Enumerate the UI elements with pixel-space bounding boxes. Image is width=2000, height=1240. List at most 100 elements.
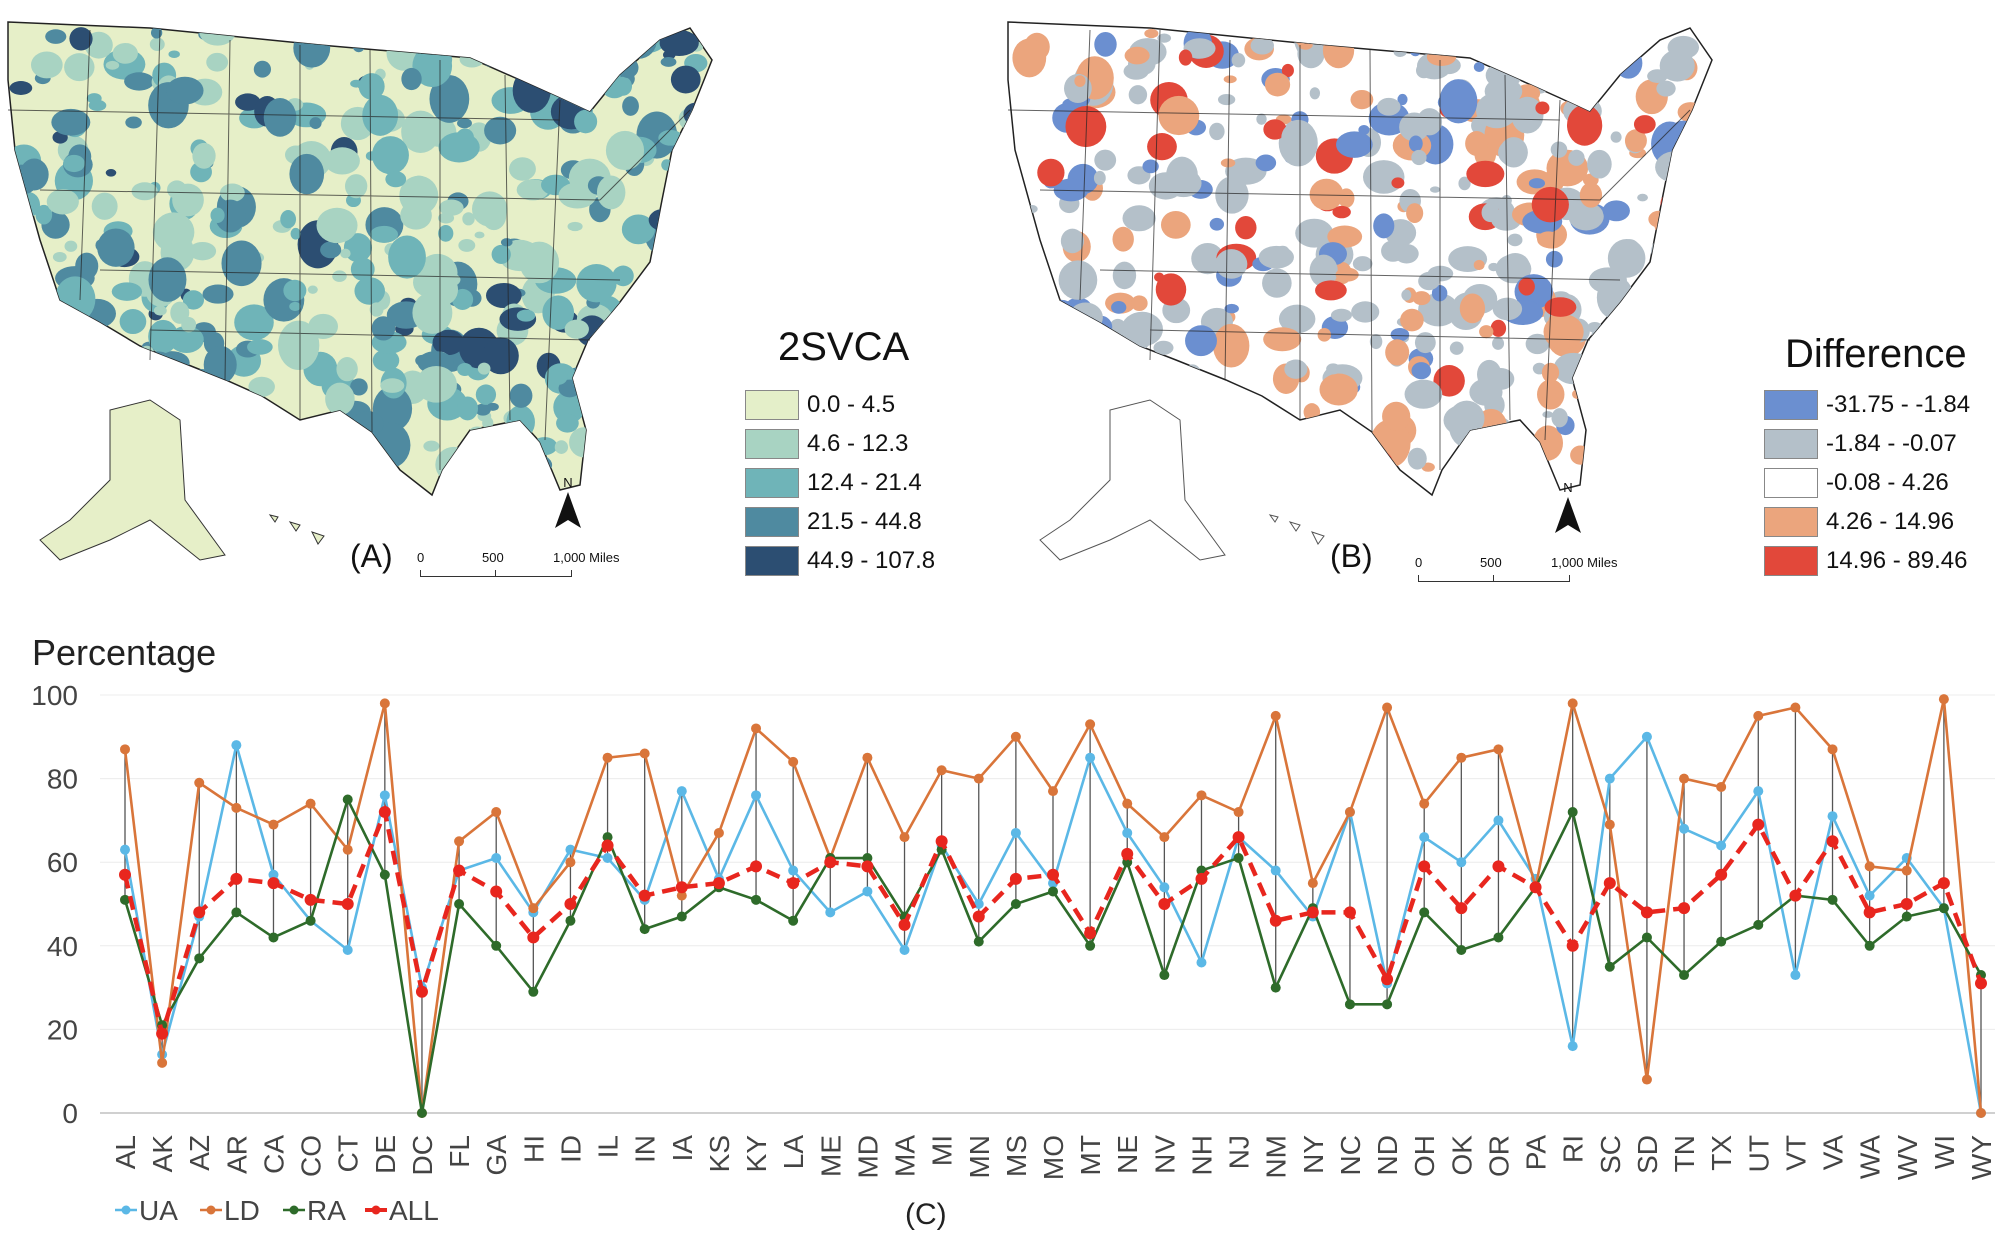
- map-region: [26, 381, 65, 415]
- x-tick-label: WV: [1892, 1135, 1923, 1180]
- map-region: [1284, 359, 1308, 379]
- map-region: [1418, 271, 1440, 291]
- map-region: [1160, 210, 1191, 239]
- map-region: [371, 316, 396, 341]
- map-region: [1351, 301, 1380, 323]
- map-region: [1490, 319, 1507, 337]
- data-point-ua: [342, 944, 353, 955]
- data-point-ra: [1679, 970, 1690, 981]
- data-point-all: [1009, 872, 1022, 885]
- data-point-all: [675, 881, 688, 894]
- data-point-ld: [305, 798, 316, 809]
- map-region: [332, 270, 347, 282]
- map-region: [1550, 141, 1568, 158]
- map-region: [71, 431, 101, 456]
- map-region: [105, 60, 120, 70]
- y-tick-label: 40: [47, 931, 78, 962]
- data-point-ld: [1938, 694, 1949, 705]
- map-region: [1224, 303, 1239, 314]
- map-region: [170, 301, 190, 324]
- north-arrow-icon: [1555, 497, 1581, 533]
- map-region: [1414, 332, 1436, 354]
- data-point-ua: [862, 886, 873, 897]
- data-point-ld: [379, 698, 390, 709]
- map-region: [626, 411, 659, 450]
- data-point-ra: [1901, 911, 1912, 922]
- map-region: [36, 381, 60, 401]
- map-region: [1053, 410, 1083, 429]
- map-region: [63, 154, 85, 173]
- x-tick-label: WA: [1855, 1135, 1886, 1179]
- map-region: [1112, 261, 1137, 290]
- map-region: [56, 448, 90, 473]
- map-region: [182, 290, 205, 310]
- map-region: [354, 277, 385, 305]
- data-point-ld: [1976, 1108, 1986, 1118]
- map-region: [1255, 154, 1277, 172]
- data-point-ra: [1938, 903, 1949, 914]
- map-region: [677, 435, 712, 465]
- map-region: [1602, 200, 1630, 222]
- scale-tick-0: 0: [417, 550, 425, 565]
- data-point-ra: [1159, 970, 1170, 981]
- map-region: [369, 225, 399, 243]
- map-region: [1647, 284, 1674, 309]
- x-tick-label: NV: [1149, 1135, 1180, 1174]
- map-region: [1466, 160, 1505, 188]
- data-point-ra: [491, 940, 502, 951]
- map-region: [105, 168, 117, 177]
- map-region: [283, 279, 307, 302]
- x-tick-label: MT: [1075, 1135, 1106, 1175]
- data-point-all: [1121, 847, 1134, 860]
- scale-tick-0: 0: [1415, 555, 1423, 570]
- state-borders-a: [7, 29, 691, 470]
- data-point-ra: [1456, 944, 1467, 955]
- data-point-all: [564, 898, 577, 910]
- map-region: [293, 425, 326, 460]
- map-region: [677, 282, 707, 314]
- map-region: [491, 244, 511, 264]
- map-region: [1038, 387, 1054, 398]
- x-tick-label: OR: [1483, 1135, 1514, 1177]
- map-region: [1263, 327, 1302, 352]
- map-region: [202, 284, 234, 304]
- map-region: [1411, 362, 1432, 380]
- map-region: [1049, 338, 1062, 348]
- map-region: [1251, 443, 1269, 462]
- map-region: [1587, 149, 1612, 179]
- map-region: [1518, 277, 1535, 296]
- data-point-all: [1640, 906, 1653, 919]
- map-region: [477, 431, 500, 456]
- x-tick-label: WI: [1929, 1135, 1960, 1169]
- map-region: [220, 183, 245, 202]
- legend-label: -31.75 - -1.84: [1826, 391, 1971, 418]
- map-region: [1085, 376, 1101, 388]
- map-region: [1037, 158, 1065, 187]
- map-region: [609, 306, 642, 343]
- map-region: [1122, 360, 1142, 382]
- data-point-ra: [565, 915, 576, 926]
- map-region: [427, 273, 459, 306]
- legend-item: 14.96 - 89.46: [1764, 544, 1967, 578]
- map-region: [1624, 129, 1647, 152]
- map-region: [612, 265, 634, 287]
- map-region: [1317, 327, 1332, 342]
- data-point-all: [935, 835, 948, 848]
- map-region: [509, 157, 536, 181]
- map-region: [423, 440, 440, 452]
- data-point-ld: [788, 756, 799, 767]
- map-region: [1551, 408, 1568, 428]
- map-region: [1009, 268, 1044, 294]
- map-region: [416, 26, 432, 43]
- data-point-ld: [1567, 698, 1578, 709]
- map-region: [590, 344, 612, 365]
- chart-ylabel: Percentage: [32, 632, 217, 673]
- map-region: [1487, 368, 1515, 390]
- map-region: [574, 109, 598, 134]
- map-region: [1680, 266, 1708, 286]
- map-region: [1278, 304, 1316, 334]
- hawaii-a: [268, 514, 325, 545]
- map-region: [86, 93, 102, 104]
- map-region: [1535, 101, 1550, 115]
- map-region: [317, 412, 350, 446]
